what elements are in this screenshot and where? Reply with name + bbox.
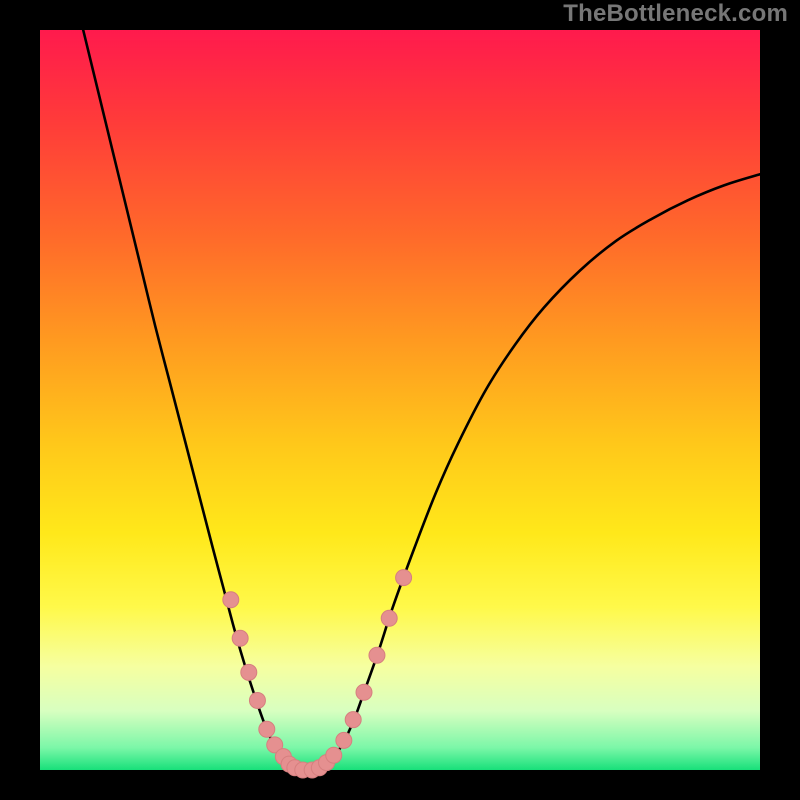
chart-svg <box>0 0 800 800</box>
data-marker <box>381 610 397 626</box>
plot-background <box>40 30 760 770</box>
data-marker <box>326 747 342 763</box>
data-marker <box>336 732 352 748</box>
data-marker <box>345 712 361 728</box>
data-marker <box>223 592 239 608</box>
data-marker <box>241 664 257 680</box>
chart-canvas: TheBottleneck.com <box>0 0 800 800</box>
watermark-text: TheBottleneck.com <box>563 0 788 28</box>
data-marker <box>232 630 248 646</box>
data-marker <box>259 721 275 737</box>
data-marker <box>369 647 385 663</box>
data-marker <box>396 570 412 586</box>
data-marker <box>249 692 265 708</box>
data-marker <box>356 684 372 700</box>
